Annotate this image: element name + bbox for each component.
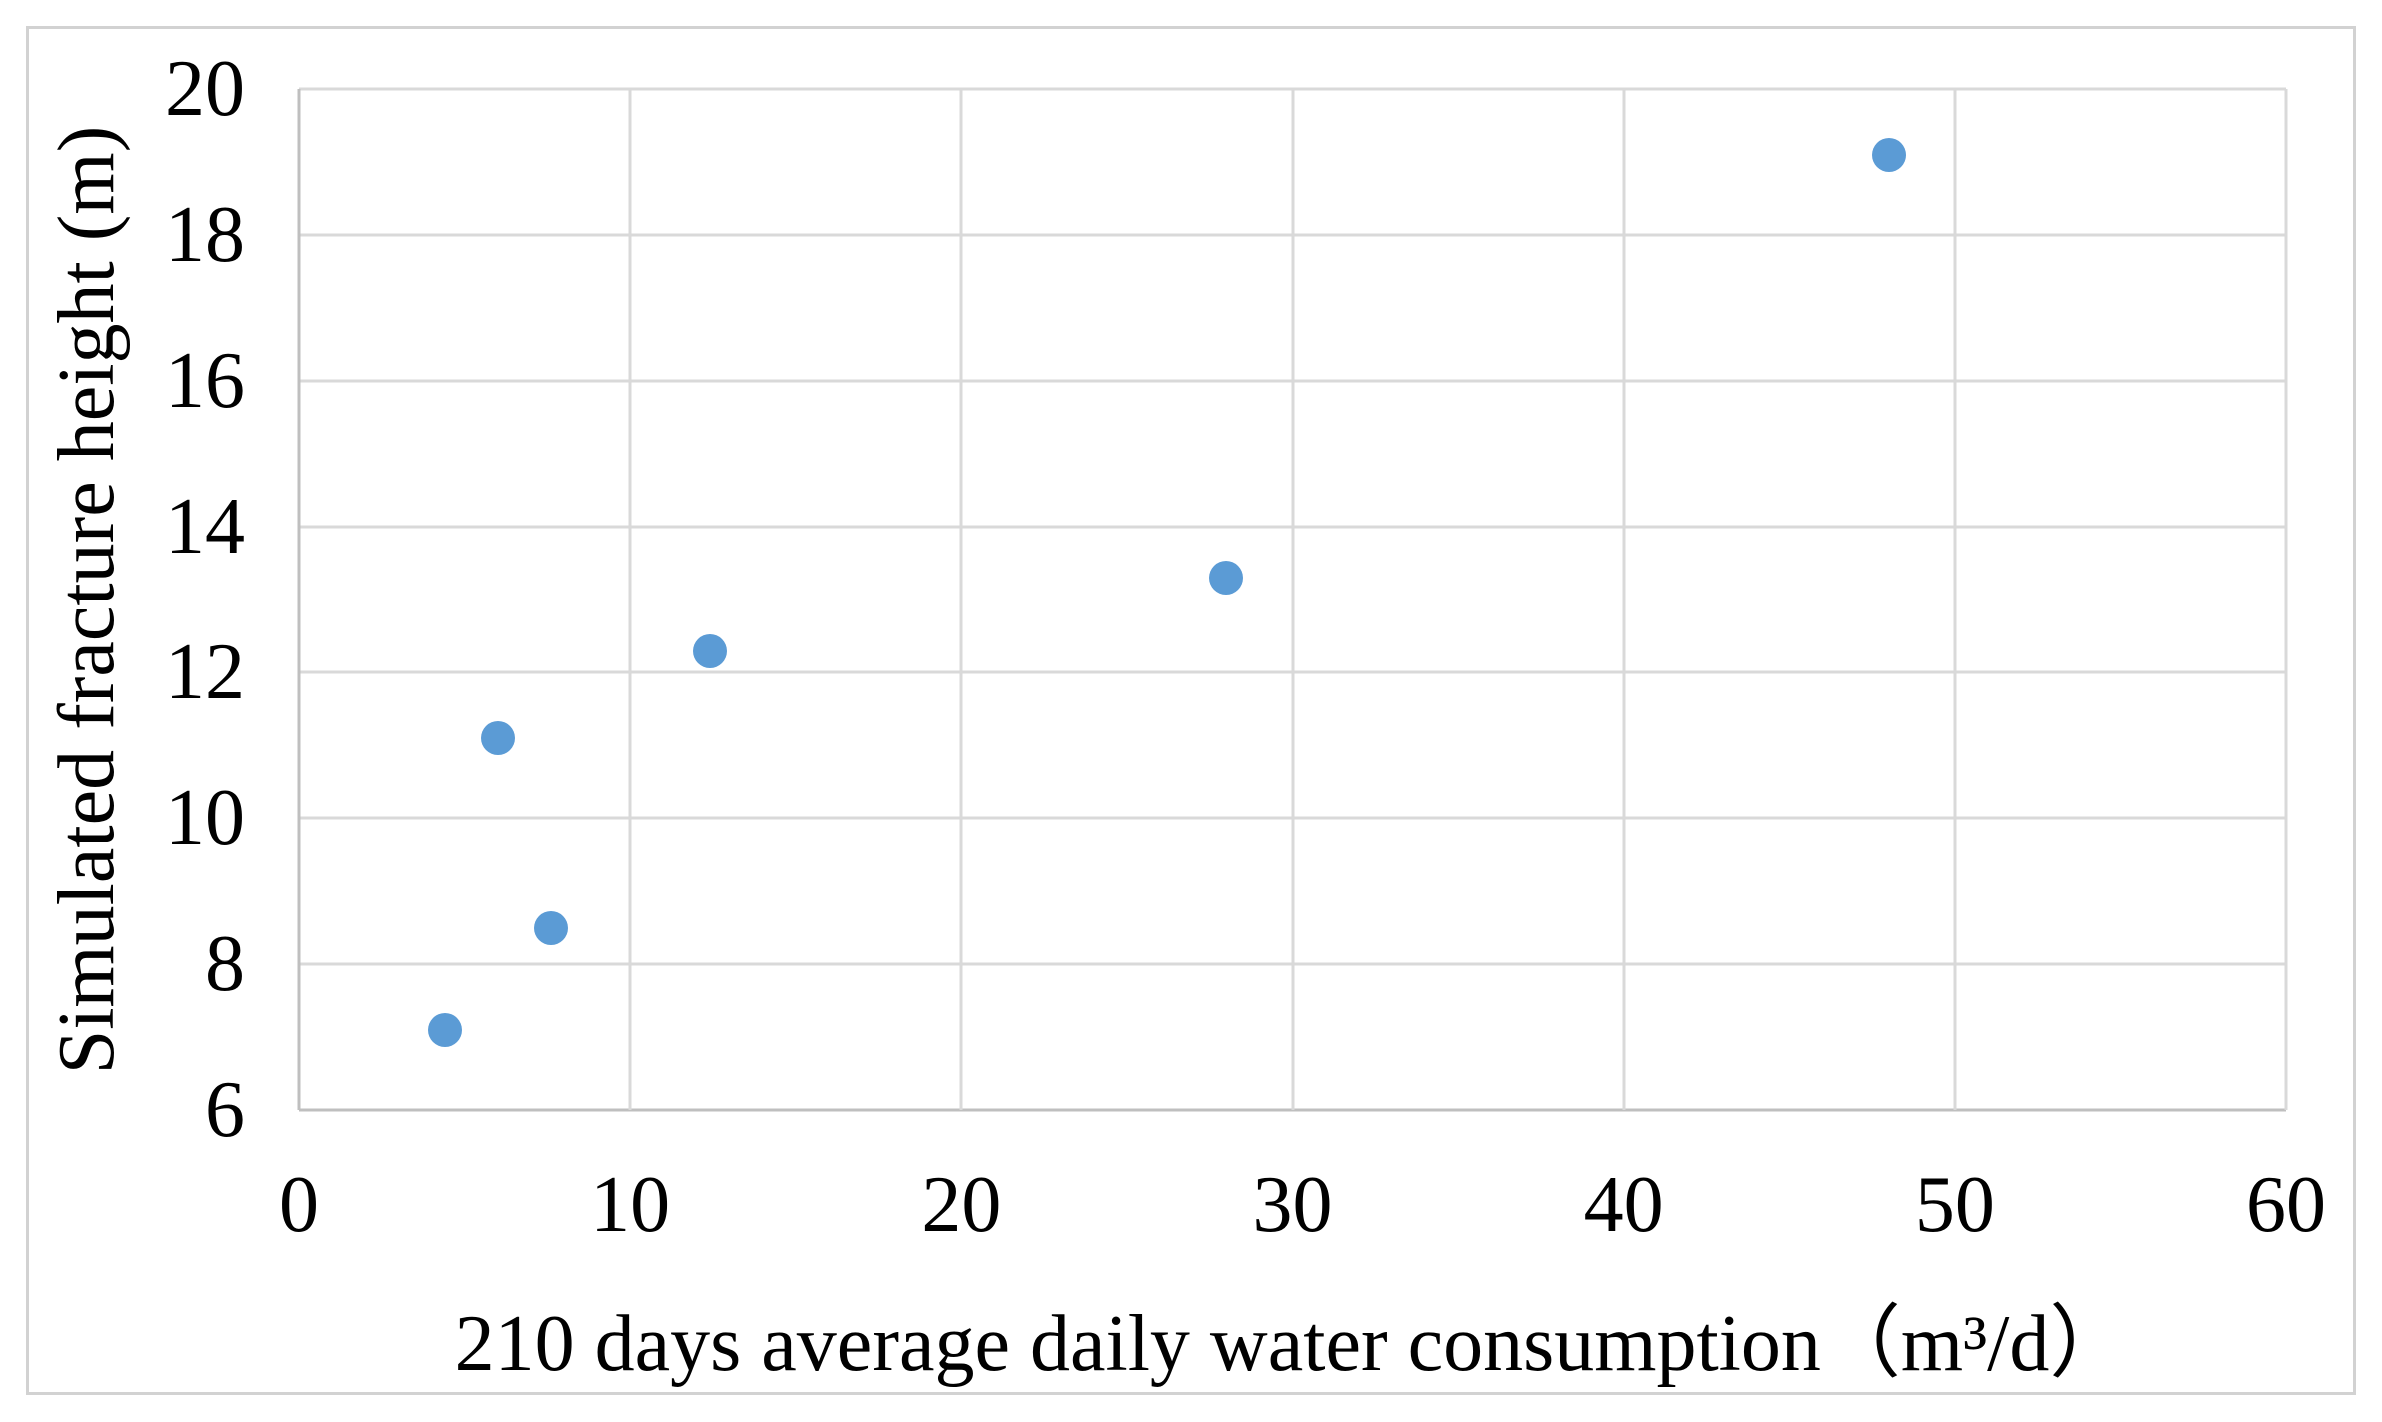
y-tick-label-16: 16 [165,336,245,425]
x-tick-label-50: 50 [1914,1161,1995,1249]
y-tick-label-14: 14 [165,482,245,571]
x-tick-label-0: 0 [279,1161,319,1249]
chart-outer-border [26,26,2356,1395]
gridline-x-50 [1953,89,1957,1110]
gridline-x-60 [2284,89,2288,1110]
data-point-2 [533,910,568,945]
gridline-x-0 [297,89,301,1110]
y-tick-label-20: 20 [165,45,245,133]
gridline-x-30 [1291,89,1294,1110]
x-tick-label-40: 40 [1583,1161,1664,1249]
data-point-4 [1209,560,1244,595]
y-tick-label-6: 6 [205,1066,245,1154]
gridline-y-6 [299,1108,2286,1112]
gridline-x-10 [628,89,632,1110]
data-point-3 [692,633,727,668]
y-tick-label-12: 12 [165,628,245,717]
x-tick-label-60: 60 [2246,1161,2326,1249]
data-point-5 [1871,137,1906,172]
gridline-x-20 [959,89,963,1110]
y-tick-label-18: 18 [165,190,245,279]
gridline-x-40 [1622,89,1626,1110]
x-tick-label-30: 30 [1252,1161,1333,1249]
y-tick-label-10: 10 [165,774,245,863]
data-point-1 [480,721,515,756]
data-point-0 [427,1012,462,1047]
y-tick-label-8: 8 [205,920,245,1009]
plot-area [297,87,2288,1112]
x-tick-label-10: 10 [590,1161,671,1249]
x-axis-title: 210 days average daily water consumption… [454,1300,2130,1388]
x-tick-label-20: 20 [921,1161,1002,1249]
